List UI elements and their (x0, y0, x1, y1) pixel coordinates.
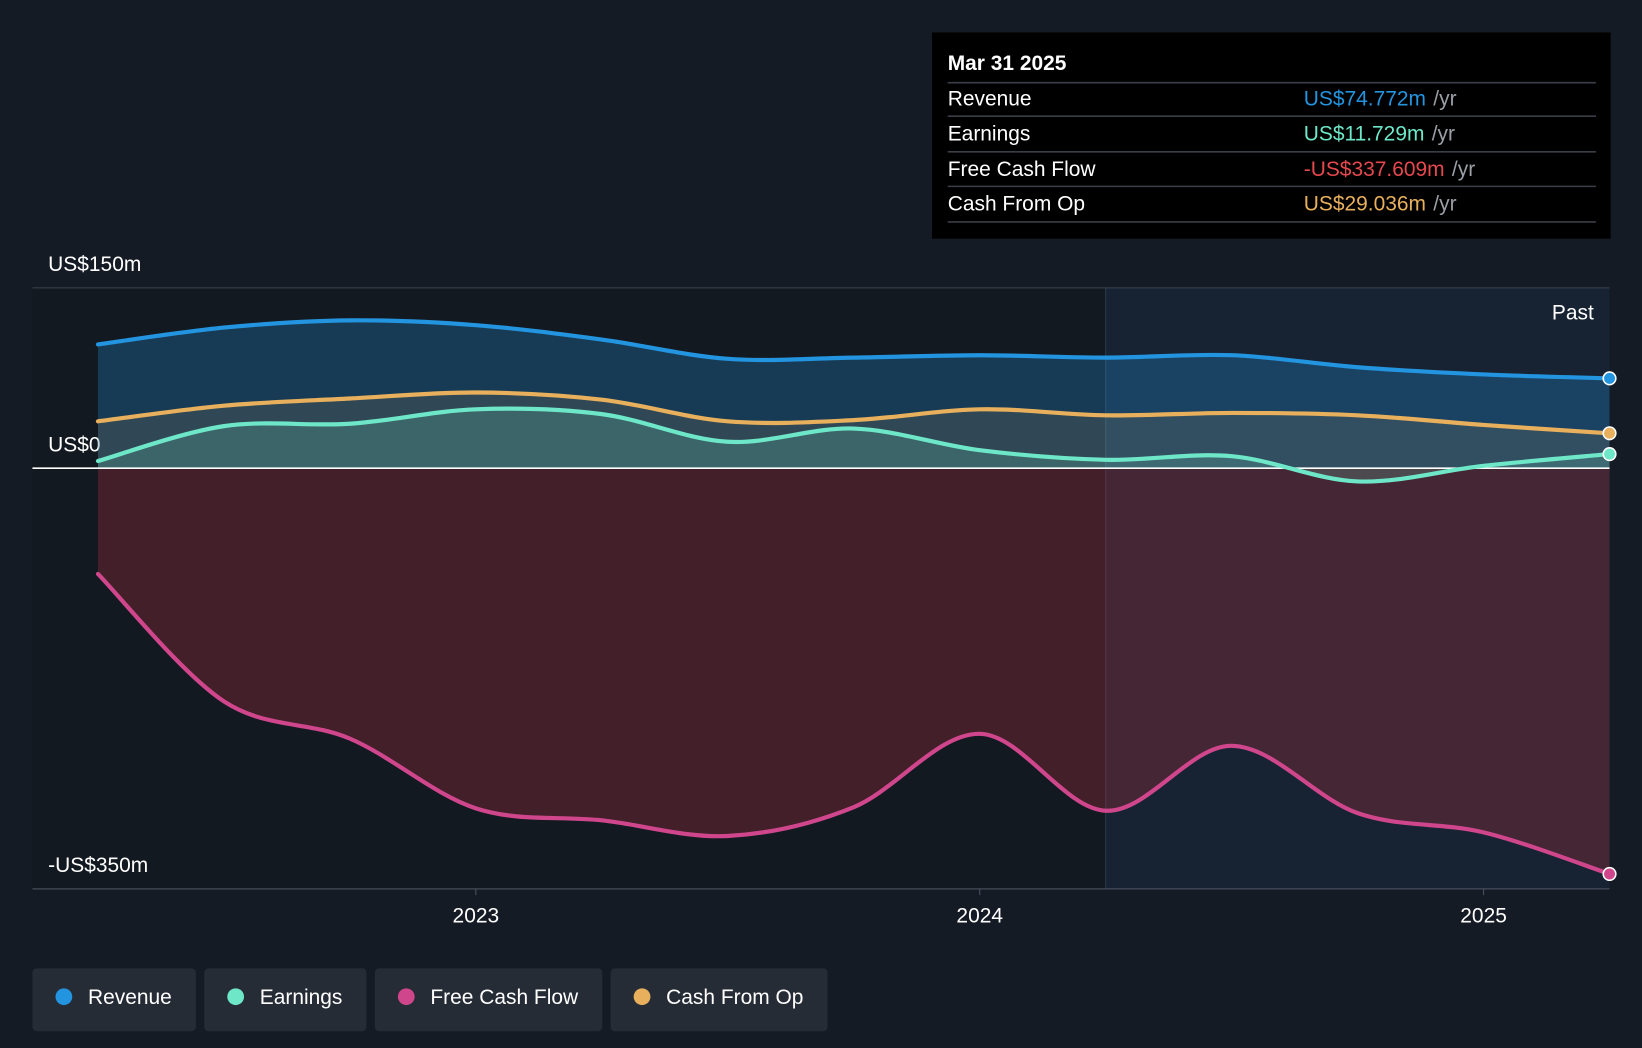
x-tick-label: 2023 (453, 904, 500, 927)
tooltip-value: US$74.772m (1304, 88, 1426, 111)
tooltip-value-text: US$11.729m/yr (1304, 122, 1455, 145)
tooltip-unit: /yr (1432, 122, 1455, 145)
legend-dot (633, 988, 651, 1006)
tooltip-label: Free Cash Flow (948, 158, 1097, 181)
legend-dot (227, 988, 245, 1006)
tooltip-value: -US$337.609m (1304, 158, 1445, 181)
legend-box (374, 968, 603, 1032)
legend-label: Revenue (88, 986, 172, 1009)
legend-box (204, 968, 367, 1032)
legend-label: Cash From Op (666, 986, 803, 1009)
end-marker (1602, 866, 1617, 882)
tooltip-unit: /yr (1433, 192, 1456, 215)
area (97, 408, 1610, 482)
tooltip-value-text: US$29.036m/yr (1304, 192, 1457, 215)
tooltip-unit: /yr (1452, 158, 1475, 181)
legend-item[interactable]: Free Cash Flow (374, 968, 603, 1032)
tooltip-value-text: -US$337.609m/yr (1304, 158, 1475, 181)
legend-box (32, 968, 196, 1032)
past-label: Past (1552, 301, 1594, 324)
legend-item[interactable]: Revenue (32, 968, 196, 1032)
plot-area (32, 287, 1610, 889)
y-tick-label: -US$350m (48, 854, 148, 877)
tooltip-value: US$29.036m (1304, 192, 1426, 215)
legend-label: Earnings (260, 986, 343, 1009)
tooltip-value-text: US$74.772m/yr (1304, 88, 1457, 111)
legend-label: Free Cash Flow (430, 986, 579, 1009)
y-tick-label: US$150m (48, 253, 141, 276)
line (95, 406, 1612, 484)
tooltip-label: Revenue (948, 88, 1032, 111)
legend-item[interactable]: Earnings (204, 968, 367, 1032)
end-marker (1602, 371, 1617, 386)
line (95, 571, 1612, 877)
line (95, 318, 1612, 381)
legend-item[interactable]: Cash From Op (610, 968, 828, 1032)
end-marker (1602, 447, 1617, 462)
end-marker (1602, 426, 1617, 441)
tooltip-label: Cash From Op (948, 192, 1085, 215)
x-tick-label: 2024 (956, 904, 1003, 927)
tooltip-unit: /yr (1433, 88, 1456, 111)
tooltip-value: US$11.729m (1304, 122, 1425, 145)
tooltip-label: Earnings (948, 122, 1031, 145)
area (97, 468, 1610, 874)
tooltip: Mar 31 2025 Revenue US$74.772m/yr Earnings U… (932, 32, 1611, 239)
y-tick-label: US$0 (48, 433, 100, 456)
legend-box (610, 968, 828, 1032)
tooltip-title: Mar 31 2025 (948, 52, 1067, 75)
legend-dot (397, 988, 415, 1006)
legend-dot (55, 988, 73, 1006)
past-region (1105, 287, 1610, 889)
tooltip-box (932, 32, 1611, 239)
line (95, 390, 1612, 436)
x-tick-label: 2025 (1460, 904, 1507, 927)
